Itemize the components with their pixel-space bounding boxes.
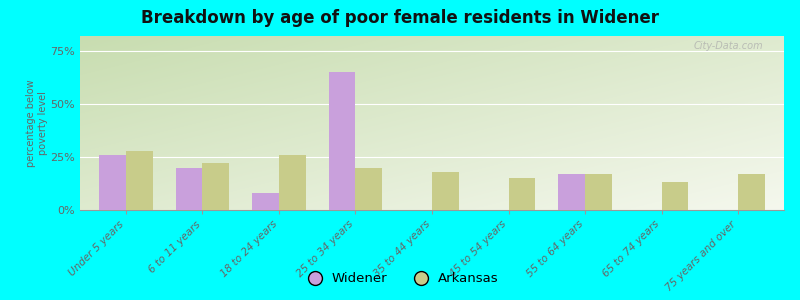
Bar [176,168,202,210]
Y-axis label: percentage below
poverty level: percentage below poverty level [26,79,48,167]
Bar [99,155,126,210]
Bar [432,172,458,210]
Bar [558,174,585,210]
Legend: Widener, Arkansas: Widener, Arkansas [296,267,504,290]
Bar [585,174,612,210]
Bar [738,174,765,210]
Bar [126,151,153,210]
Text: City-Data.com: City-Data.com [694,41,763,51]
Bar [279,155,306,210]
Bar [662,182,688,210]
Bar [202,163,230,210]
Bar [509,178,535,210]
Bar [355,168,382,210]
Bar [252,193,279,210]
Bar [329,72,355,210]
Text: Breakdown by age of poor female residents in Widener: Breakdown by age of poor female resident… [141,9,659,27]
